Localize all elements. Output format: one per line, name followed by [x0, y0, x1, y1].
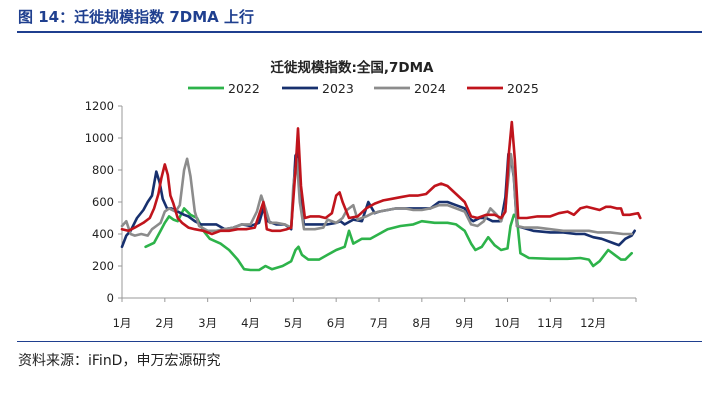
x-tick-label: 8月 [412, 316, 431, 330]
series-line-2024 [120, 152, 633, 237]
x-tick-label: 9月 [455, 316, 474, 330]
y-tick-label: 600 [92, 195, 114, 209]
series-line-2023 [120, 151, 636, 249]
source-rule [17, 341, 702, 342]
figure-title: 图 14：迁徙规模指数 7DMA 上行 [18, 8, 254, 26]
y-axis: 0 200 400 600 800 1000 1200 [85, 99, 123, 305]
y-tick-label: 1000 [85, 131, 114, 145]
x-tick-label: 10月 [494, 316, 520, 330]
legend-label-2022: 2022 [228, 81, 260, 96]
series-layer [120, 120, 642, 272]
x-axis: 1月 2月 3月 4月 5月 6月 7月 8月 9月 10月 11月 12月 [113, 297, 637, 330]
legend-label-2023: 2023 [322, 81, 354, 96]
legend-label-2024: 2024 [414, 81, 446, 96]
y-tick-label: 0 [107, 291, 114, 305]
y-tick-label: 400 [92, 227, 114, 241]
y-tick-label: 1200 [85, 99, 114, 113]
series-line-2025 [120, 120, 642, 236]
x-tick-label: 5月 [284, 316, 303, 330]
y-tick-label: 200 [92, 259, 114, 273]
source-note: 资料来源：iFinD，申万宏源研究 [18, 353, 221, 369]
series-line-2022 [144, 207, 633, 272]
chart-title: 迁徙规模指数:全国,7DMA [270, 59, 434, 76]
x-tick-label: 2月 [155, 316, 174, 330]
x-tick-label: 12月 [580, 316, 606, 330]
x-tick-label: 4月 [241, 316, 260, 330]
x-tick-label: 3月 [198, 316, 217, 330]
legend-label-2025: 2025 [507, 81, 539, 96]
x-tick-label: 11月 [537, 316, 563, 330]
x-tick-label: 7月 [370, 316, 389, 330]
y-tick-label: 800 [92, 163, 114, 177]
x-tick-label: 6月 [327, 316, 346, 330]
chart: 迁徙规模指数:全国,7DMA 2022 2023 2024 2025 0 200 400 6… [85, 59, 642, 330]
x-tick-label: 1月 [113, 316, 132, 330]
title-rule [17, 31, 702, 33]
legend: 2022 2023 2024 2025 [188, 81, 539, 96]
